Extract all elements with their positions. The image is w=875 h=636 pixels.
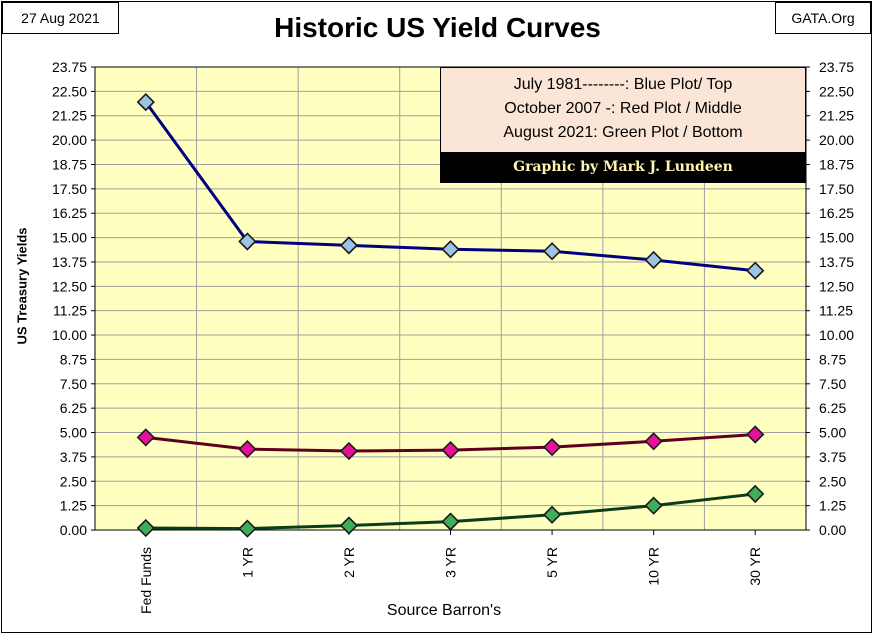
data-point-red (746, 425, 765, 444)
x-tick-label: Fed Funds (138, 547, 154, 614)
y-tick-label-left: 13.75 (52, 254, 87, 270)
y-tick-label-right: 20.00 (819, 132, 854, 148)
legend-line-1981: July 1981--------: Blue Plot/ Top (513, 76, 733, 93)
y-tick-label-right: 5.00 (819, 425, 846, 441)
y-tick-label-left: 7.50 (60, 376, 87, 392)
y-tick-label-left: 23.75 (52, 59, 87, 75)
data-point-red (238, 439, 257, 459)
source-label: GATA.Org (775, 2, 871, 34)
y-tick-label-right: 18.75 (819, 156, 854, 172)
data-point-green (441, 512, 460, 531)
y-tick-label-right: 17.50 (819, 181, 854, 197)
y-tick-label-right: 12.50 (819, 278, 854, 294)
y-tick-label-right: 23.75 (819, 59, 854, 75)
data-point-red (644, 432, 663, 451)
data-point-red (136, 428, 155, 447)
y-tick-label-left: 0.00 (60, 522, 87, 538)
legend-line-2021: August 2021: Green Plot / Bottom (503, 124, 743, 141)
y-tick-label-right: 22.50 (819, 83, 854, 99)
graphic-credit: Graphic by Mark J. Lundeen (440, 152, 806, 183)
y-tick-label-left: 16.25 (52, 205, 87, 221)
data-point-green (746, 484, 765, 504)
y-tick-label-left: 10.00 (52, 327, 87, 343)
y-tick-label-right: 10.00 (819, 327, 854, 343)
data-point-green (339, 516, 359, 535)
y-tick-label-right: 0.00 (819, 522, 846, 538)
y-tick-label-left: 15.00 (52, 230, 87, 246)
x-tick-label: 30 YR (747, 547, 763, 586)
date-label: 27 Aug 2021 (2, 2, 119, 34)
y-tick-label-right: 15.00 (819, 230, 854, 246)
y-tick-label-left: 17.50 (52, 181, 87, 197)
y-axis-label: US Treasury Yields (14, 227, 30, 345)
data-point-green (542, 505, 562, 524)
y-tick-label-left: 8.75 (60, 351, 87, 367)
y-tick-label-right: 1.25 (819, 498, 846, 514)
data-point-blue (136, 92, 155, 112)
data-point-red (441, 440, 460, 460)
x-tick-label: 1 YR (239, 547, 255, 578)
data-point-blue (441, 240, 460, 259)
data-point-green (136, 518, 155, 538)
data-point-blue (542, 242, 562, 261)
data-point-red (339, 441, 359, 461)
y-tick-label-right: 2.50 (819, 473, 846, 489)
y-tick-label-left: 20.00 (52, 132, 87, 148)
y-tick-label-left: 2.50 (60, 473, 87, 489)
y-tick-label-left: 5.00 (60, 425, 87, 441)
x-tick-label: 10 YR (646, 547, 662, 586)
x-tick-label: 3 YR (443, 547, 459, 578)
y-tick-label-left: 22.50 (52, 83, 87, 99)
data-point-green (238, 519, 257, 538)
y-tick-label-right: 13.75 (819, 254, 854, 270)
data-point-blue (746, 261, 765, 280)
y-tick-label-left: 21.25 (52, 108, 87, 124)
y-tick-label-left: 12.50 (52, 278, 87, 294)
y-tick-label-right: 21.25 (819, 108, 854, 124)
y-tick-label-right: 7.50 (819, 376, 846, 392)
data-point-blue (644, 250, 663, 270)
x-tick-label: 2 YR (341, 547, 357, 578)
data-point-blue (238, 232, 257, 251)
chart-title: Historic US Yield Curves (274, 12, 601, 43)
y-tick-label-left: 18.75 (52, 156, 87, 172)
y-tick-label-right: 8.75 (819, 351, 846, 367)
y-tick-label-left: 11.25 (53, 303, 87, 319)
data-point-red (542, 438, 562, 457)
legend: July 1981--------: Blue Plot/ Top Octobe… (440, 67, 806, 153)
y-tick-label-right: 16.25 (819, 205, 854, 221)
data-point-blue (339, 236, 359, 255)
y-tick-label-right: 3.75 (819, 449, 846, 465)
y-tick-label-left: 6.25 (60, 400, 87, 416)
x-tick-label: 5 YR (544, 547, 560, 578)
x-axis-label: Source Barron's (386, 602, 502, 619)
y-tick-label-right: 6.25 (819, 400, 846, 416)
legend-line-2007: October 2007 -: Red Plot / Middle (504, 100, 742, 117)
y-tick-label-right: 11.25 (819, 303, 853, 319)
y-tick-label-left: 1.25 (60, 498, 87, 514)
y-tick-label-left: 3.75 (60, 449, 87, 465)
data-point-green (644, 496, 663, 515)
